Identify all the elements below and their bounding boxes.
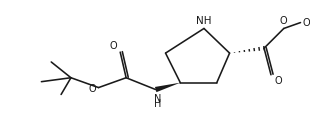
Text: O: O (110, 41, 117, 51)
Text: O: O (303, 18, 310, 28)
Text: N: N (154, 93, 161, 104)
Text: O: O (275, 76, 282, 86)
Text: H: H (154, 99, 161, 109)
Text: O: O (280, 16, 288, 27)
Polygon shape (155, 83, 180, 92)
Text: NH: NH (196, 16, 212, 27)
Text: O: O (89, 84, 96, 94)
